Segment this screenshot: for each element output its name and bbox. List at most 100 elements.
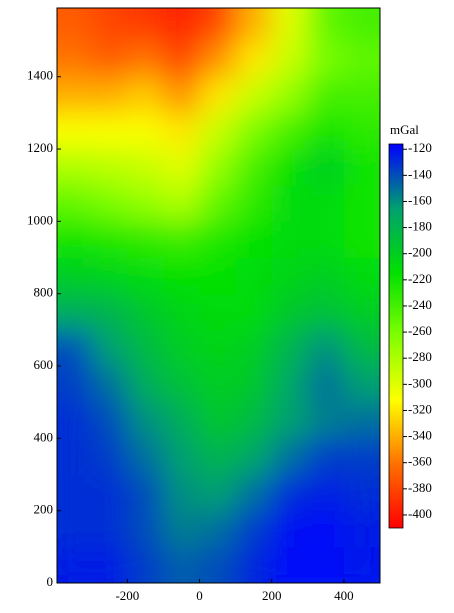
plot-frame <box>56 7 381 584</box>
cell <box>235 76 273 114</box>
cell <box>163 112 201 150</box>
cell <box>271 438 309 476</box>
colorbar-tick-label: -400 <box>408 506 432 521</box>
cell <box>307 293 345 331</box>
cell <box>235 474 273 512</box>
cell <box>271 510 309 548</box>
cell <box>57 149 92 186</box>
cell <box>235 8 273 42</box>
colorbar-tick-label: -360 <box>408 454 432 469</box>
cell <box>91 257 128 295</box>
cell <box>343 474 380 512</box>
cell <box>271 402 309 439</box>
x-tick-label: 0 <box>196 588 203 603</box>
cell <box>91 402 128 439</box>
cell <box>343 76 380 114</box>
cell <box>57 438 92 476</box>
cell <box>163 402 201 439</box>
cell <box>163 510 201 548</box>
cell <box>343 149 380 186</box>
cell <box>91 329 128 367</box>
cell <box>127 257 164 295</box>
cell <box>307 149 345 186</box>
cell <box>271 293 309 331</box>
cell <box>199 8 237 42</box>
cell <box>199 40 237 78</box>
cell <box>307 510 345 548</box>
cell <box>57 40 92 78</box>
field <box>57 8 380 583</box>
x-tick-label: -200 <box>115 588 139 603</box>
y-tick-label: 200 <box>34 502 54 517</box>
cell <box>57 76 92 114</box>
cell <box>199 329 237 367</box>
colorbar-tick-label: -220 <box>408 271 432 286</box>
cell <box>271 474 309 512</box>
cell <box>199 293 237 331</box>
cell <box>57 329 92 367</box>
y-tick-label: 600 <box>34 357 54 372</box>
cell <box>91 474 128 512</box>
cell <box>307 8 345 42</box>
cell <box>127 329 164 367</box>
cell <box>235 221 273 259</box>
cell <box>271 76 309 114</box>
cell <box>271 546 309 583</box>
cell <box>127 112 164 150</box>
cell <box>343 112 380 150</box>
cell <box>199 366 237 403</box>
cell <box>235 329 273 367</box>
cell <box>235 402 273 439</box>
cell <box>57 185 92 222</box>
cell <box>307 546 345 583</box>
colorbar-label: mGal <box>390 122 419 137</box>
cell <box>343 8 380 42</box>
cell <box>91 510 128 548</box>
cell <box>163 474 201 512</box>
cell <box>57 221 92 259</box>
cell <box>91 8 128 42</box>
cell <box>343 402 380 439</box>
cell <box>91 221 128 259</box>
colorbar-tick-label: -380 <box>408 480 432 495</box>
cell <box>199 438 237 476</box>
cell <box>163 76 201 114</box>
cell <box>127 76 164 114</box>
cell <box>127 510 164 548</box>
cell <box>91 293 128 331</box>
cell <box>199 402 237 439</box>
cell <box>199 474 237 512</box>
cell <box>163 438 201 476</box>
cell <box>307 112 345 150</box>
cell <box>271 8 309 42</box>
cell <box>199 112 237 150</box>
cell <box>235 40 273 78</box>
colorbar-tick-label: -180 <box>408 219 432 234</box>
cell <box>91 76 128 114</box>
cell <box>163 8 201 42</box>
cell <box>199 185 237 222</box>
y-tick-label: 1400 <box>27 68 53 83</box>
cell <box>343 185 380 222</box>
cell <box>163 366 201 403</box>
cell <box>163 221 201 259</box>
cell <box>307 438 345 476</box>
cell <box>57 546 92 583</box>
cell <box>307 221 345 259</box>
cell <box>235 112 273 150</box>
colorbar-tick-label: -320 <box>408 401 432 416</box>
cell <box>163 329 201 367</box>
colorbar-tick-label: -340 <box>408 428 432 443</box>
cell <box>271 40 309 78</box>
cell <box>307 257 345 295</box>
colorbar-tick-label: -160 <box>408 192 432 207</box>
cell <box>127 185 164 222</box>
cell <box>57 402 92 439</box>
cell <box>127 366 164 403</box>
cell <box>199 76 237 114</box>
colorbar-tick-label: -240 <box>408 297 432 312</box>
cell <box>199 257 237 295</box>
cell <box>343 257 380 295</box>
cell <box>199 149 237 186</box>
colorbar-tick-label: -120 <box>408 140 432 155</box>
